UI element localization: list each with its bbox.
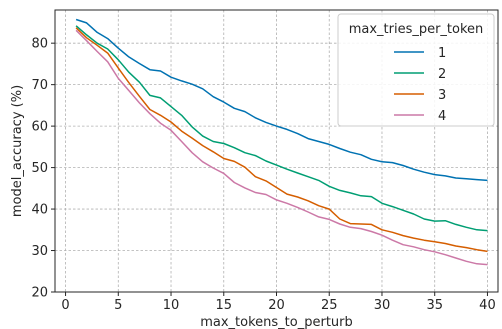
series-line-2 [75, 25, 488, 232]
x-axis: 0 5 10 15 20 25 30 35 40 [61, 292, 496, 313]
x-tick-label: 15 [215, 298, 232, 313]
y-tick-label: 70 [31, 78, 48, 93]
y-axis: 20 30 40 50 60 70 80 [31, 37, 55, 301]
y-tick-label: 40 [31, 203, 48, 218]
y-tick-label: 60 [31, 120, 48, 135]
legend-box [337, 13, 495, 127]
x-axis-title: max_tokens_to_perturb [200, 315, 353, 329]
series-line-1 [75, 18, 488, 182]
legend-label-3: 3 [438, 88, 446, 103]
y-tick-label: 80 [31, 37, 48, 52]
x-tick-label: 35 [426, 298, 443, 313]
y-tick-label: 50 [31, 161, 48, 176]
series-lines [75, 18, 488, 266]
series-line-4 [75, 29, 488, 266]
x-tick-label: 10 [163, 298, 180, 313]
y-tick-label: 20 [31, 286, 48, 301]
series-line-3 [75, 27, 488, 253]
x-tick-label: 40 [479, 298, 496, 313]
legend-title: max_tries_per_token [349, 22, 484, 37]
legend: max_tries_per_token 1 2 3 4 [337, 13, 495, 127]
x-tick-label: 0 [61, 298, 69, 313]
legend-label-4: 4 [438, 109, 446, 124]
x-tick-label: 30 [374, 298, 391, 313]
x-tick-label: 5 [114, 298, 122, 313]
y-axis-title: model_accuracy (%) [10, 85, 25, 217]
y-tick-label: 30 [31, 244, 48, 259]
x-tick-label: 20 [268, 298, 285, 313]
x-tick-label: 25 [321, 298, 338, 313]
legend-label-1: 1 [438, 46, 446, 61]
legend-label-2: 2 [438, 67, 446, 82]
legend-items: 1 2 3 4 [394, 46, 446, 124]
